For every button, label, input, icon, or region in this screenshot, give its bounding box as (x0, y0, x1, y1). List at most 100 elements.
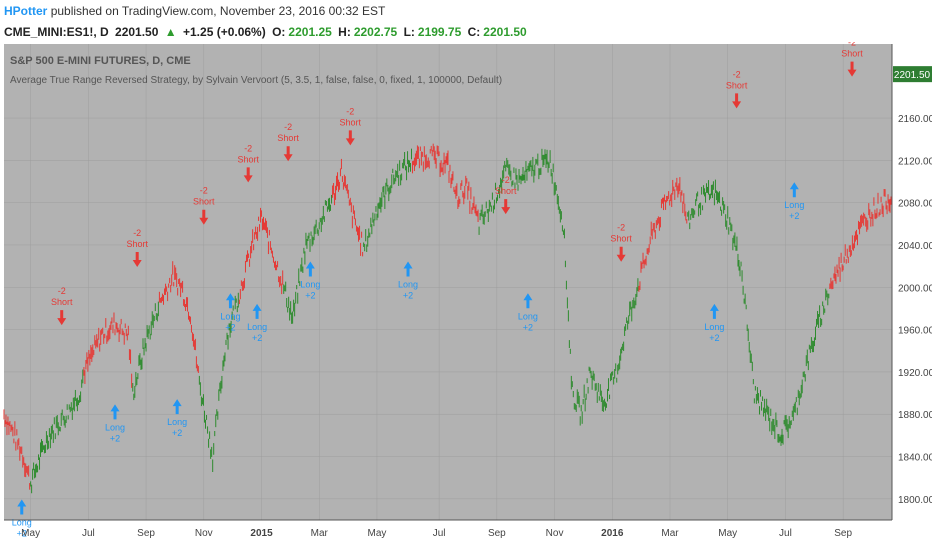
open-label: O: (272, 25, 286, 39)
signal-label: Short (340, 117, 362, 127)
x-tick-label: May (718, 528, 737, 539)
long-signal[interactable]: Long+2 (105, 404, 125, 443)
signal-label: Long (300, 280, 320, 290)
arrow-up-icon (403, 261, 413, 277)
signal-qty: +2 (110, 433, 120, 443)
signal-qty: -2 (502, 175, 510, 185)
arrow-up-icon (252, 303, 262, 319)
x-tick-label: Mar (661, 528, 679, 539)
last-price: 2201.50 (115, 25, 159, 39)
signal-qty: +2 (709, 333, 719, 343)
low-label: L: (403, 25, 415, 39)
long-signal[interactable]: Long+2 (220, 293, 240, 332)
long-signal[interactable]: Long+2 (398, 261, 418, 301)
y-axis[interactable]: 1800.00 1840.00 1880.00 1920.00 1960.00 2000.… (891, 44, 932, 520)
arrow-down-icon (847, 61, 857, 77)
signal-label: Long (247, 322, 267, 332)
arrow-down-icon (501, 199, 511, 215)
signal-qty: +2 (523, 322, 533, 332)
x-tick-label: May (21, 528, 40, 539)
signal-qty: +2 (17, 529, 27, 539)
last-price-tag-text: 2201.50 (894, 70, 931, 81)
y-tick-label: 2080.00 (898, 199, 932, 210)
open-value: 2201.25 (288, 25, 332, 39)
x-tick-label: Jul (82, 528, 95, 539)
signal-label: Long (704, 322, 724, 332)
x-tick-label: 2016 (601, 528, 624, 539)
long-signal[interactable]: Long+2 (12, 499, 32, 539)
strategy-label: Average True Range Reversed Strategy, by… (10, 75, 502, 86)
arrow-down-icon (732, 93, 742, 109)
x-tick-label: 2015 (250, 528, 273, 539)
arrow-down-icon (199, 209, 209, 225)
signal-qty: +2 (225, 322, 235, 332)
arrow-down-icon (616, 246, 626, 262)
arrow-up-icon (225, 293, 235, 309)
arrow-up-icon (709, 303, 719, 319)
long-signal[interactable]: Long+2 (167, 399, 187, 438)
signal-qty: +2 (403, 291, 413, 301)
x-tick-label: Sep (488, 528, 506, 539)
price-chart[interactable]: -2ShortLong+2-2ShortLong+2Long+2-2Short-… (0, 42, 932, 550)
price-series (3, 143, 892, 494)
signal-label: Short (610, 234, 632, 244)
signal-qty: -2 (133, 228, 141, 238)
signal-qty: -2 (244, 143, 252, 153)
author-link[interactable]: HPotter (4, 4, 48, 18)
symbol-label[interactable]: CME_MINI:ES1!, D (4, 25, 109, 39)
signals-layer: -2ShortLong+2-2ShortLong+2Long+2-2Short-… (12, 42, 864, 539)
signal-label: Long (398, 280, 418, 290)
signal-label: Short (277, 133, 299, 143)
high-value: 2202.75 (353, 25, 398, 39)
long-signal[interactable]: Long+2 (518, 293, 538, 332)
long-signal[interactable]: Long+2 (247, 303, 267, 343)
low-value: 2199.75 (417, 25, 462, 39)
signal-qty: -2 (733, 69, 741, 79)
long-signal[interactable]: Long+2 (784, 182, 804, 221)
x-tick-label: Jul (433, 528, 446, 539)
arrow-down-icon (243, 167, 253, 183)
arrow-down-icon (283, 146, 293, 162)
x-axis[interactable]: May Jul Sep Nov 2015 Mar May Jul Sep Nov 2016 Mar Ma… (4, 519, 892, 539)
arrow-down-icon (345, 130, 355, 146)
y-tick-label: 2160.00 (898, 114, 932, 125)
signal-qty: -2 (346, 106, 354, 116)
arrow-up-icon (17, 499, 27, 515)
published-text: published on TradingView.com, November 2… (50, 4, 386, 18)
signal-qty: +2 (305, 291, 315, 301)
signal-label: Short (841, 49, 863, 59)
long-signal[interactable]: Long+2 (300, 261, 320, 301)
x-tick-label: Nov (546, 528, 564, 539)
signal-qty: +2 (252, 333, 262, 343)
x-tick-label: Sep (834, 528, 852, 539)
x-tick-label: May (368, 528, 387, 539)
x-tick-label: Sep (137, 528, 155, 539)
signal-label: Long (12, 518, 32, 528)
publish-header: HPotter published on TradingView.com, No… (0, 0, 932, 22)
signal-qty: -2 (284, 122, 292, 132)
high-label: H: (338, 25, 351, 39)
x-tick-label: Mar (311, 528, 329, 539)
arrow-up-icon (305, 261, 315, 277)
signal-label: Long (167, 417, 187, 427)
long-signal[interactable]: Long+2 (704, 303, 724, 343)
arrow-up-icon (789, 182, 799, 198)
plot-area[interactable] (4, 44, 892, 520)
chart-title: S&P 500 E-MINI FUTURES, D, CME (10, 55, 191, 67)
signal-label: Short (193, 197, 215, 207)
arrow-up-icon (110, 404, 120, 420)
close-value: 2201.50 (483, 25, 527, 39)
x-tick-label: Jul (779, 528, 792, 539)
signal-qty: -2 (848, 42, 856, 48)
arrow-down-icon (132, 252, 142, 267)
